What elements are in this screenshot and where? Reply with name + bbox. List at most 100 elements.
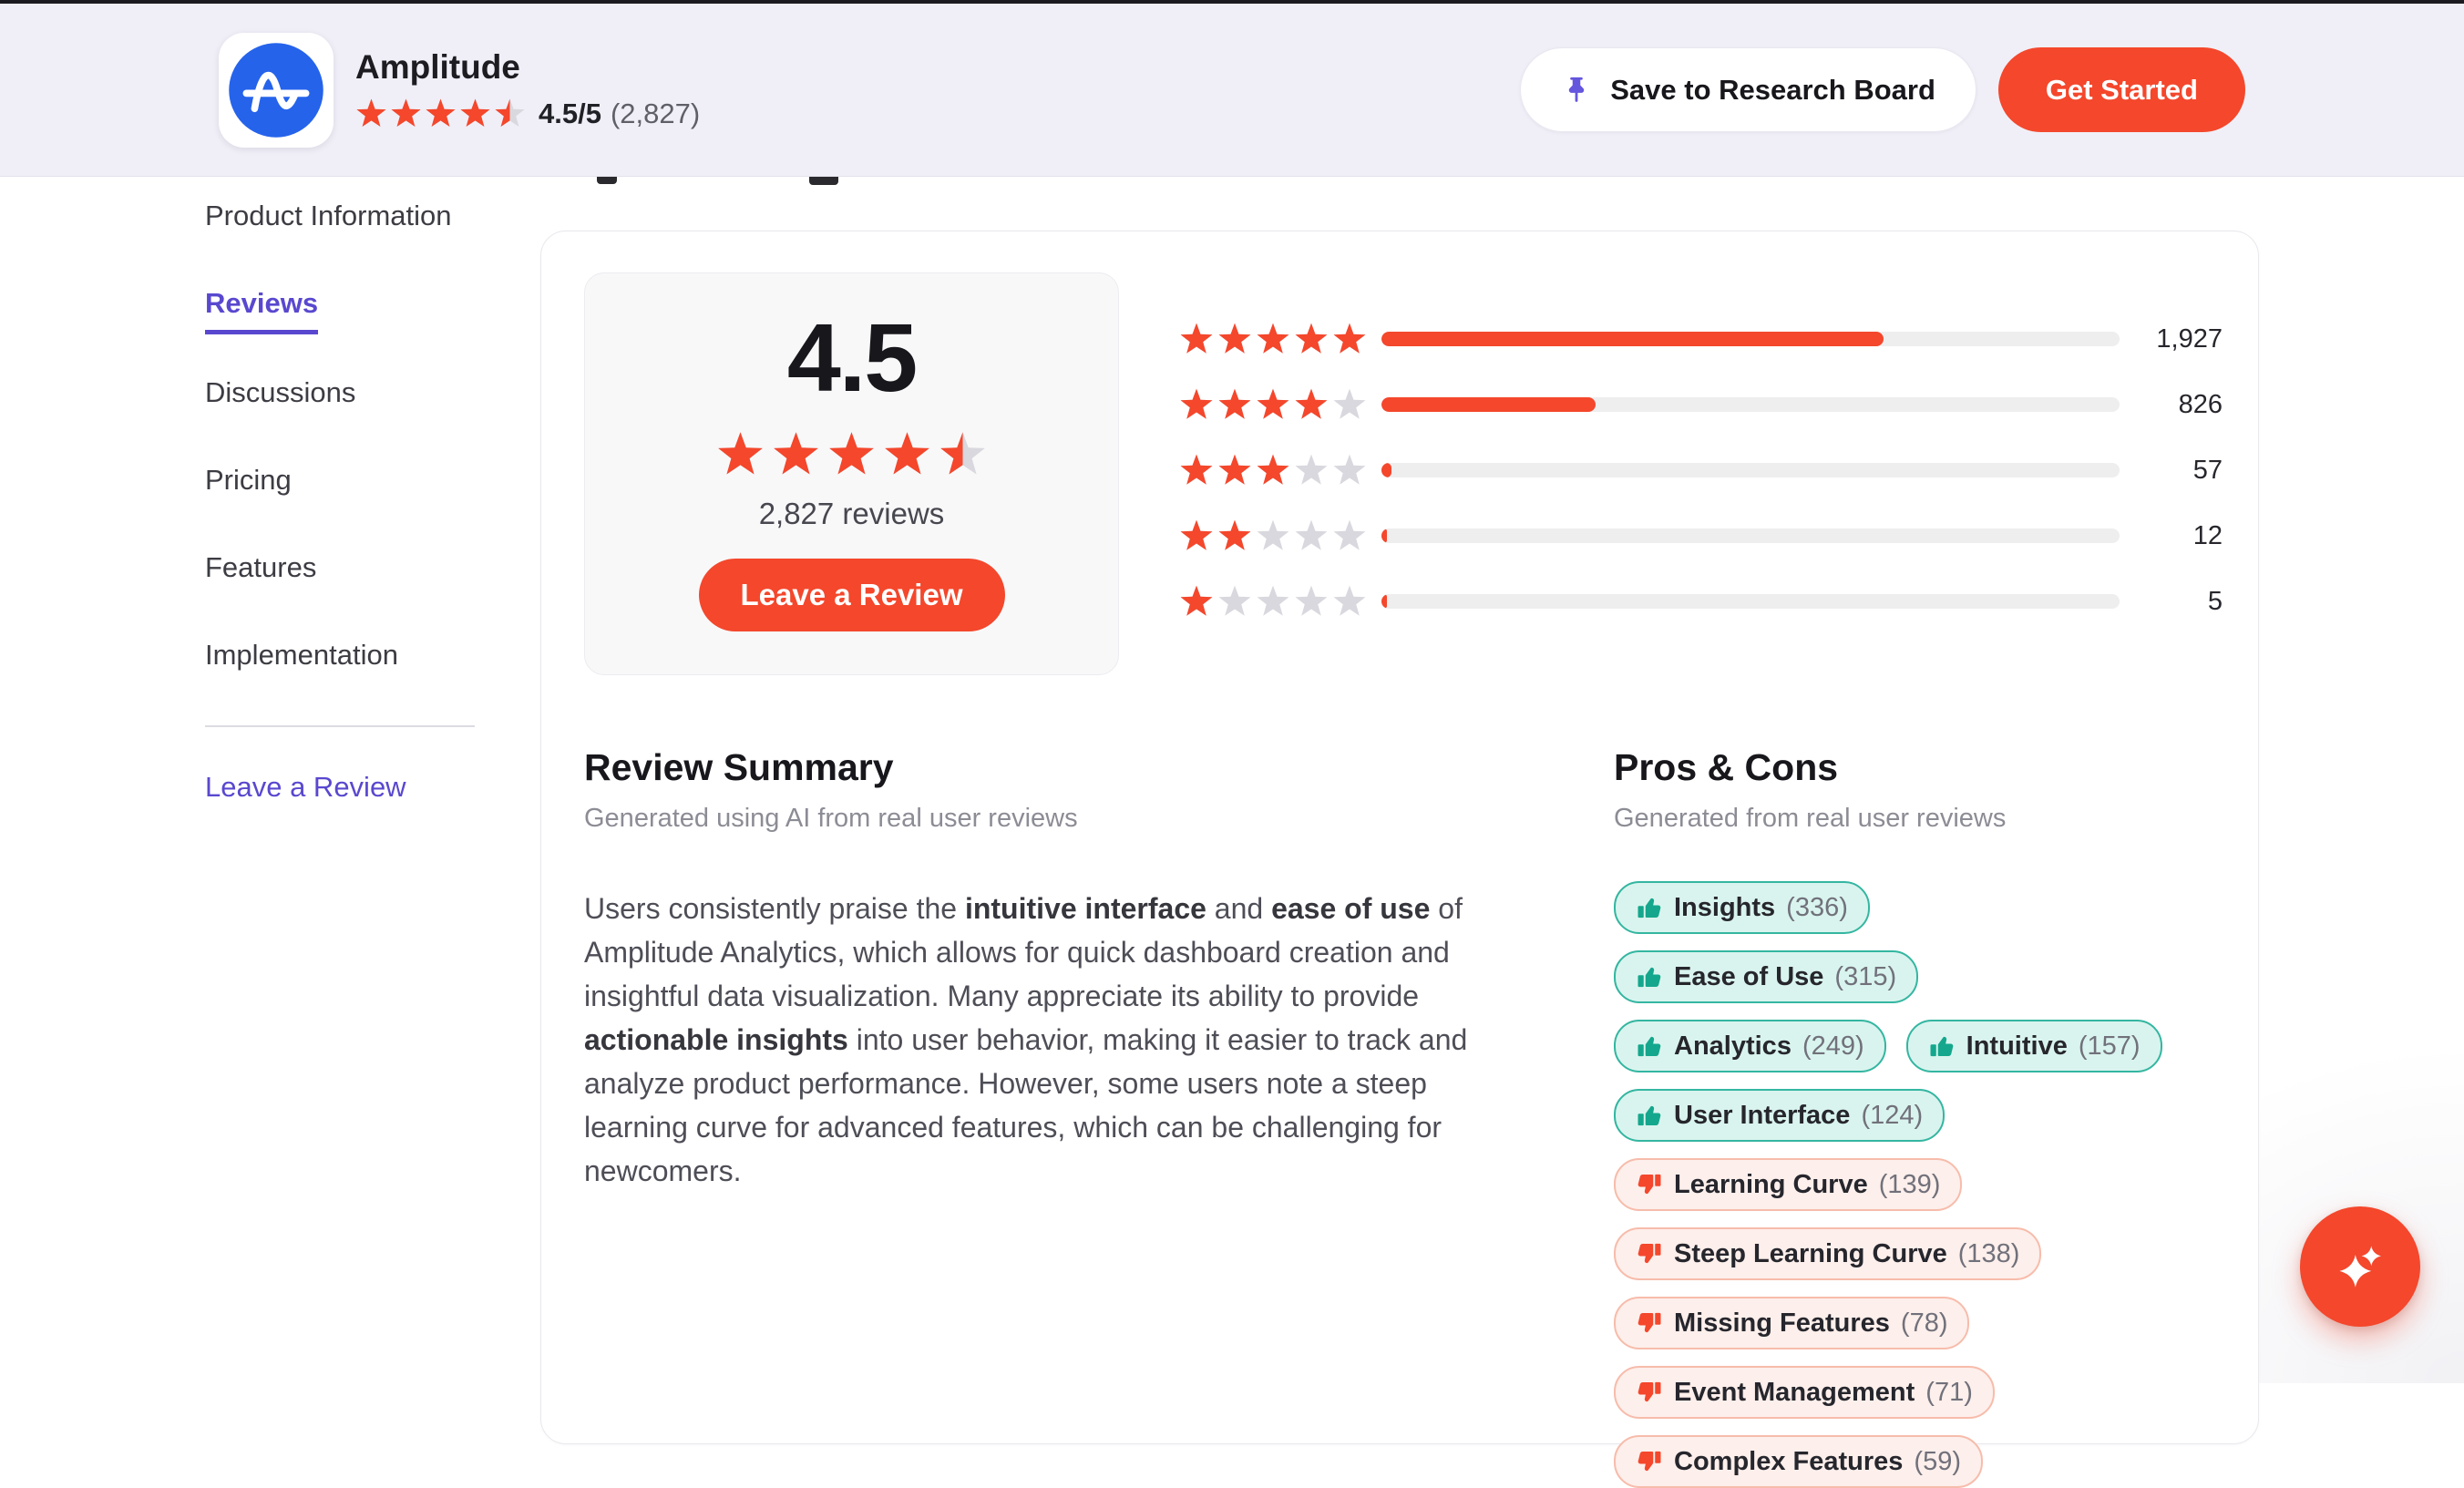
distribution-bar-track: [1381, 528, 2120, 543]
tag-label: User Interface: [1674, 1100, 1851, 1130]
star-icon: [885, 432, 929, 475]
review-summary-section: Review Summary Generated using AI from r…: [584, 746, 1486, 1193]
save-to-research-board-button[interactable]: Save to Research Board: [1520, 47, 1976, 132]
pro-tag-analytics[interactable]: Analytics (249): [1614, 1020, 1886, 1072]
tag-count: (138): [1957, 1238, 2020, 1268]
header-actions: Save to Research Board Get Started: [1520, 47, 2245, 132]
rating-value: 4.5/5: [539, 97, 601, 129]
sparkles-icon: [2332, 1238, 2388, 1295]
distribution-count: 12: [2192, 520, 2223, 550]
ai-assistant-fab[interactable]: [2300, 1206, 2420, 1327]
thumbs-down-icon: [1638, 1312, 1661, 1333]
average-rating-score: 4.5: [786, 304, 918, 412]
star-icon: [1257, 388, 1289, 419]
distribution-bar-track: [1381, 397, 2120, 412]
distribution-bar-fill: [1381, 594, 1387, 609]
star-icon: [1295, 323, 1328, 354]
card-star-rating: [716, 430, 987, 478]
tag-label: Steep Learning Curve: [1674, 1238, 1947, 1268]
star-icon: [1333, 323, 1366, 354]
distribution-count: 826: [2178, 389, 2223, 419]
distribution-bar-track: [1381, 594, 2120, 609]
con-tag-event-management[interactable]: Event Management (71): [1614, 1366, 1995, 1419]
rating-distribution: 1,927 826 57 12 5: [1179, 319, 2223, 647]
distribution-row-1-star[interactable]: 5: [1179, 581, 2223, 621]
con-tag-missing-features[interactable]: Missing Features (78): [1614, 1297, 1970, 1349]
reviews-panel-card: 4.5 2,827 reviews Leave a Review 1,927 82…: [540, 231, 2259, 1488]
leave-a-review-button[interactable]: Leave a Review: [698, 559, 1005, 631]
thumbs-up-icon: [1638, 898, 1661, 918]
star-icon: [718, 432, 763, 475]
sidebar-item-reviews[interactable]: Reviews: [205, 286, 478, 334]
star-icon: [1218, 323, 1251, 354]
row-star-rating: [1179, 584, 1371, 619]
star-icon: [1257, 323, 1289, 354]
distribution-row-3-star[interactable]: 57: [1179, 450, 2223, 490]
star-icon: [426, 98, 456, 128]
distribution-row-5-star[interactable]: 1,927: [1179, 319, 2223, 359]
sidebar-nav: Product Information Reviews Discussions Pri…: [205, 199, 478, 804]
tag-count: (249): [1802, 1031, 1864, 1061]
con-tag-complex-features[interactable]: Complex Features (59): [1614, 1435, 1983, 1488]
sidebar-item-pricing[interactable]: Pricing: [205, 464, 292, 496]
tag-count: (157): [2078, 1031, 2141, 1061]
sidebar-item-features[interactable]: Features: [205, 551, 317, 583]
save-button-label: Save to Research Board: [1610, 73, 1935, 106]
pro-tag-user-interface[interactable]: User Interface (124): [1614, 1089, 1946, 1142]
distribution-row-2-star[interactable]: 12: [1179, 516, 2223, 556]
tag-label: Ease of Use: [1674, 961, 1824, 991]
pro-tag-intuitive[interactable]: Intuitive (157): [1905, 1020, 2162, 1072]
tag-count: (124): [1861, 1100, 1924, 1130]
reviews-count-label: 2,827 reviews: [758, 497, 945, 530]
tag-label: Event Management: [1674, 1377, 1915, 1407]
distribution-bar-track: [1381, 332, 2120, 346]
star-icon: [495, 98, 525, 128]
distribution-row-4-star[interactable]: 826: [1179, 385, 2223, 425]
con-tag-steep-learning-curve[interactable]: Steep Learning Curve (138): [1614, 1227, 2042, 1280]
sidebar-leave-review-link[interactable]: Leave a Review: [205, 771, 406, 803]
brand-block: Amplitude 4.5/5 (2,827): [219, 32, 701, 148]
star-icon: [1218, 585, 1251, 616]
star-icon: [460, 98, 490, 128]
tag-count: (78): [1900, 1308, 1948, 1338]
review-summary-text: Users consistently praise the intuitive …: [584, 887, 1486, 1193]
tag-count: (139): [1878, 1169, 1941, 1199]
tag-count: (71): [1925, 1377, 1973, 1407]
sidebar-item-product-information[interactable]: Product Information: [205, 200, 452, 231]
star-icon: [1295, 585, 1328, 616]
header-star-rating: [355, 97, 526, 129]
star-icon: [1218, 388, 1251, 419]
star-icon: [1333, 519, 1366, 550]
pro-tag-insights[interactable]: Insights (336): [1614, 881, 1870, 934]
pro-tag-ease-of-use[interactable]: Ease of Use (315): [1614, 950, 1919, 1003]
thumbs-up-icon: [1638, 1105, 1661, 1126]
brand-text: Amplitude 4.5/5 (2,827): [355, 48, 701, 130]
summary-text-segment: and: [1206, 892, 1272, 925]
star-icon: [1180, 519, 1213, 550]
tag-count: (59): [1914, 1446, 1961, 1476]
star-icon: [774, 432, 818, 475]
pros-cons-title: Pros & Cons: [1614, 746, 1839, 788]
cons-tag-list: Learning Curve (139) Steep Learning Curve (…: [1614, 1158, 2179, 1488]
tag-count: (336): [1786, 892, 1848, 922]
tag-label: Learning Curve: [1674, 1169, 1868, 1199]
con-tag-learning-curve[interactable]: Learning Curve (139): [1614, 1158, 1963, 1211]
sidebar-item-implementation[interactable]: Implementation: [205, 639, 398, 671]
star-icon: [1257, 519, 1289, 550]
star-icon: [940, 432, 985, 475]
summary-highlight: intuitive interface: [964, 892, 1206, 925]
rating-count: (2,827): [610, 97, 701, 129]
sidebar-item-discussions[interactable]: Discussions: [205, 376, 356, 408]
thumbs-up-icon: [1638, 967, 1661, 988]
get-started-button[interactable]: Get Started: [1997, 47, 2245, 132]
star-icon: [1180, 323, 1213, 354]
tag-label: Intuitive: [1966, 1031, 2068, 1061]
thumbs-down-icon: [1638, 1451, 1661, 1472]
thumbs-up-icon: [1638, 1036, 1661, 1057]
distribution-count: 57: [2192, 455, 2223, 485]
star-icon: [1333, 388, 1366, 419]
summary-text-segment: Users consistently praise the: [584, 892, 965, 925]
distribution-count: 1,927: [2156, 323, 2223, 354]
star-icon: [1180, 585, 1213, 616]
product-name: Amplitude: [355, 48, 520, 87]
